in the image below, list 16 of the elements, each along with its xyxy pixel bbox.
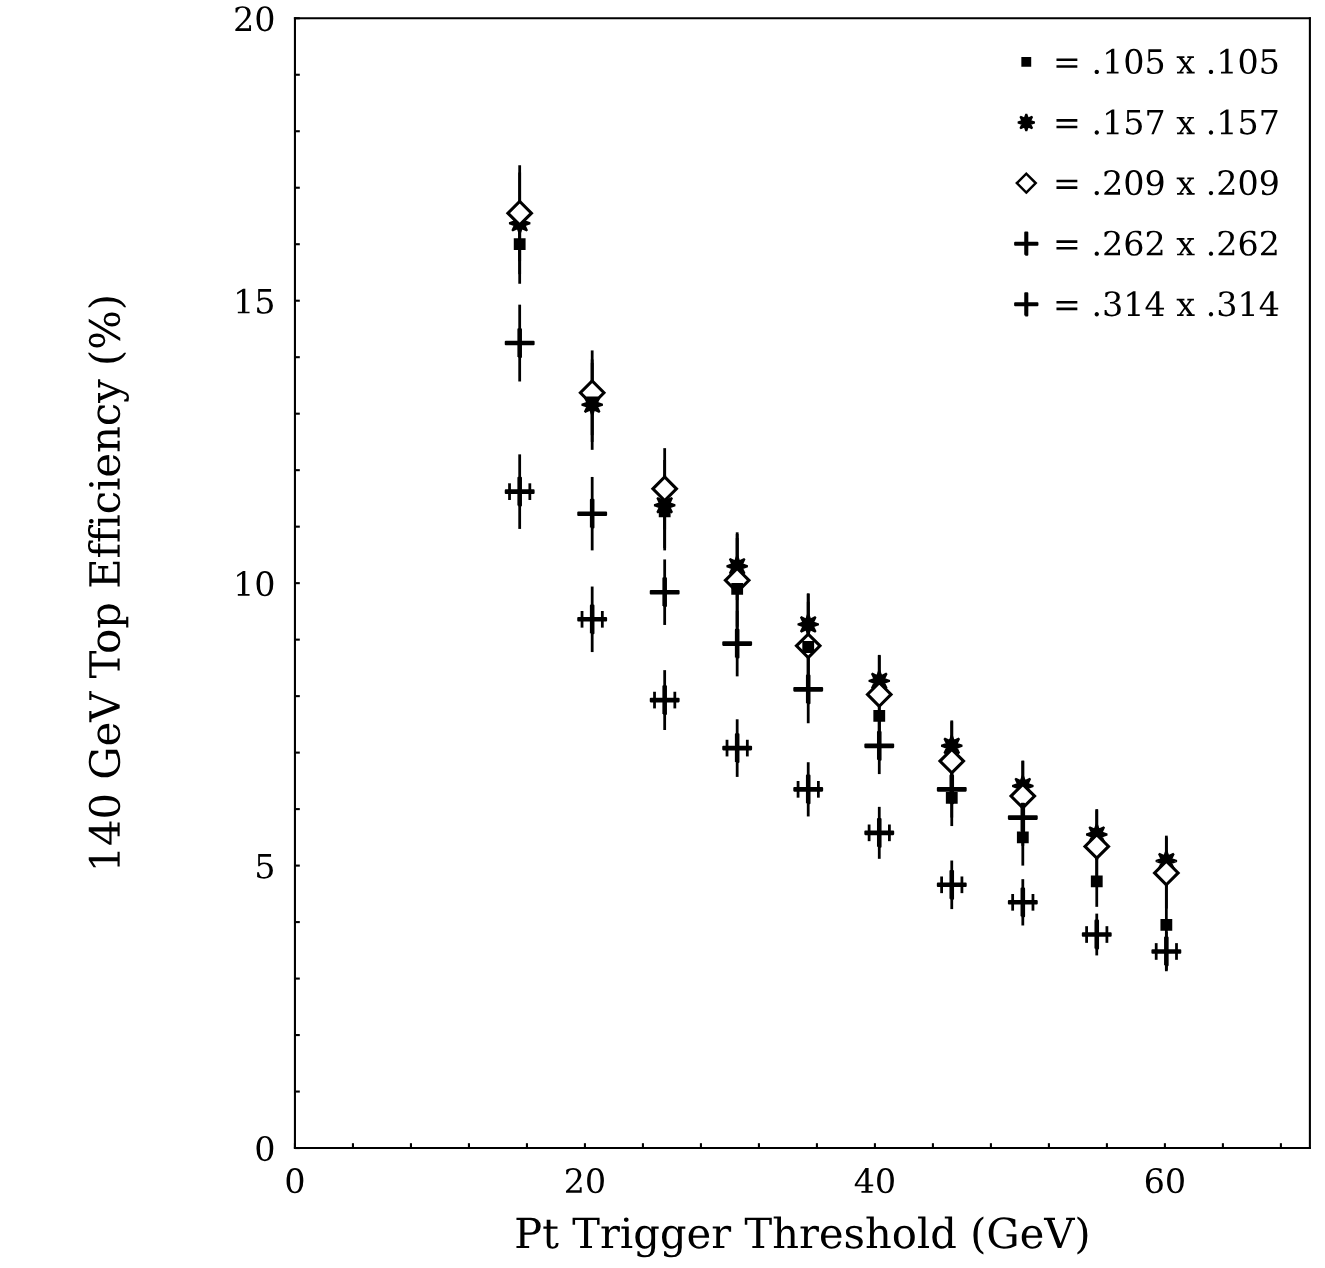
y-tick-label: 10 (237, 571, 274, 597)
y-tick-label: 20 (235, 6, 274, 32)
x-tick-label: 20 (565, 1168, 604, 1194)
legend-label: = .105 x .105 (1056, 48, 1278, 75)
legend-label: = .262 x .262 (1056, 230, 1277, 256)
x-axis-title: Pt Trigger Threshold (GeV) (516, 1216, 1088, 1258)
legend-label: = .157 x .157 (1056, 109, 1278, 135)
x-tick-label: 0 (286, 1168, 304, 1194)
x-tick-label: 40 (854, 1168, 894, 1194)
y-tick-label: 15 (237, 288, 273, 314)
legend-label: = .314 x .314 (1056, 291, 1279, 317)
x-tick-label: 60 (1145, 1168, 1184, 1194)
y-axis-title: 140 GeV Top Efficiency (%) (88, 297, 129, 868)
y-tick-label: 0 (256, 1135, 274, 1162)
y-tick-label: 5 (257, 853, 273, 879)
legend-label: = .209 x .209 (1056, 170, 1278, 196)
